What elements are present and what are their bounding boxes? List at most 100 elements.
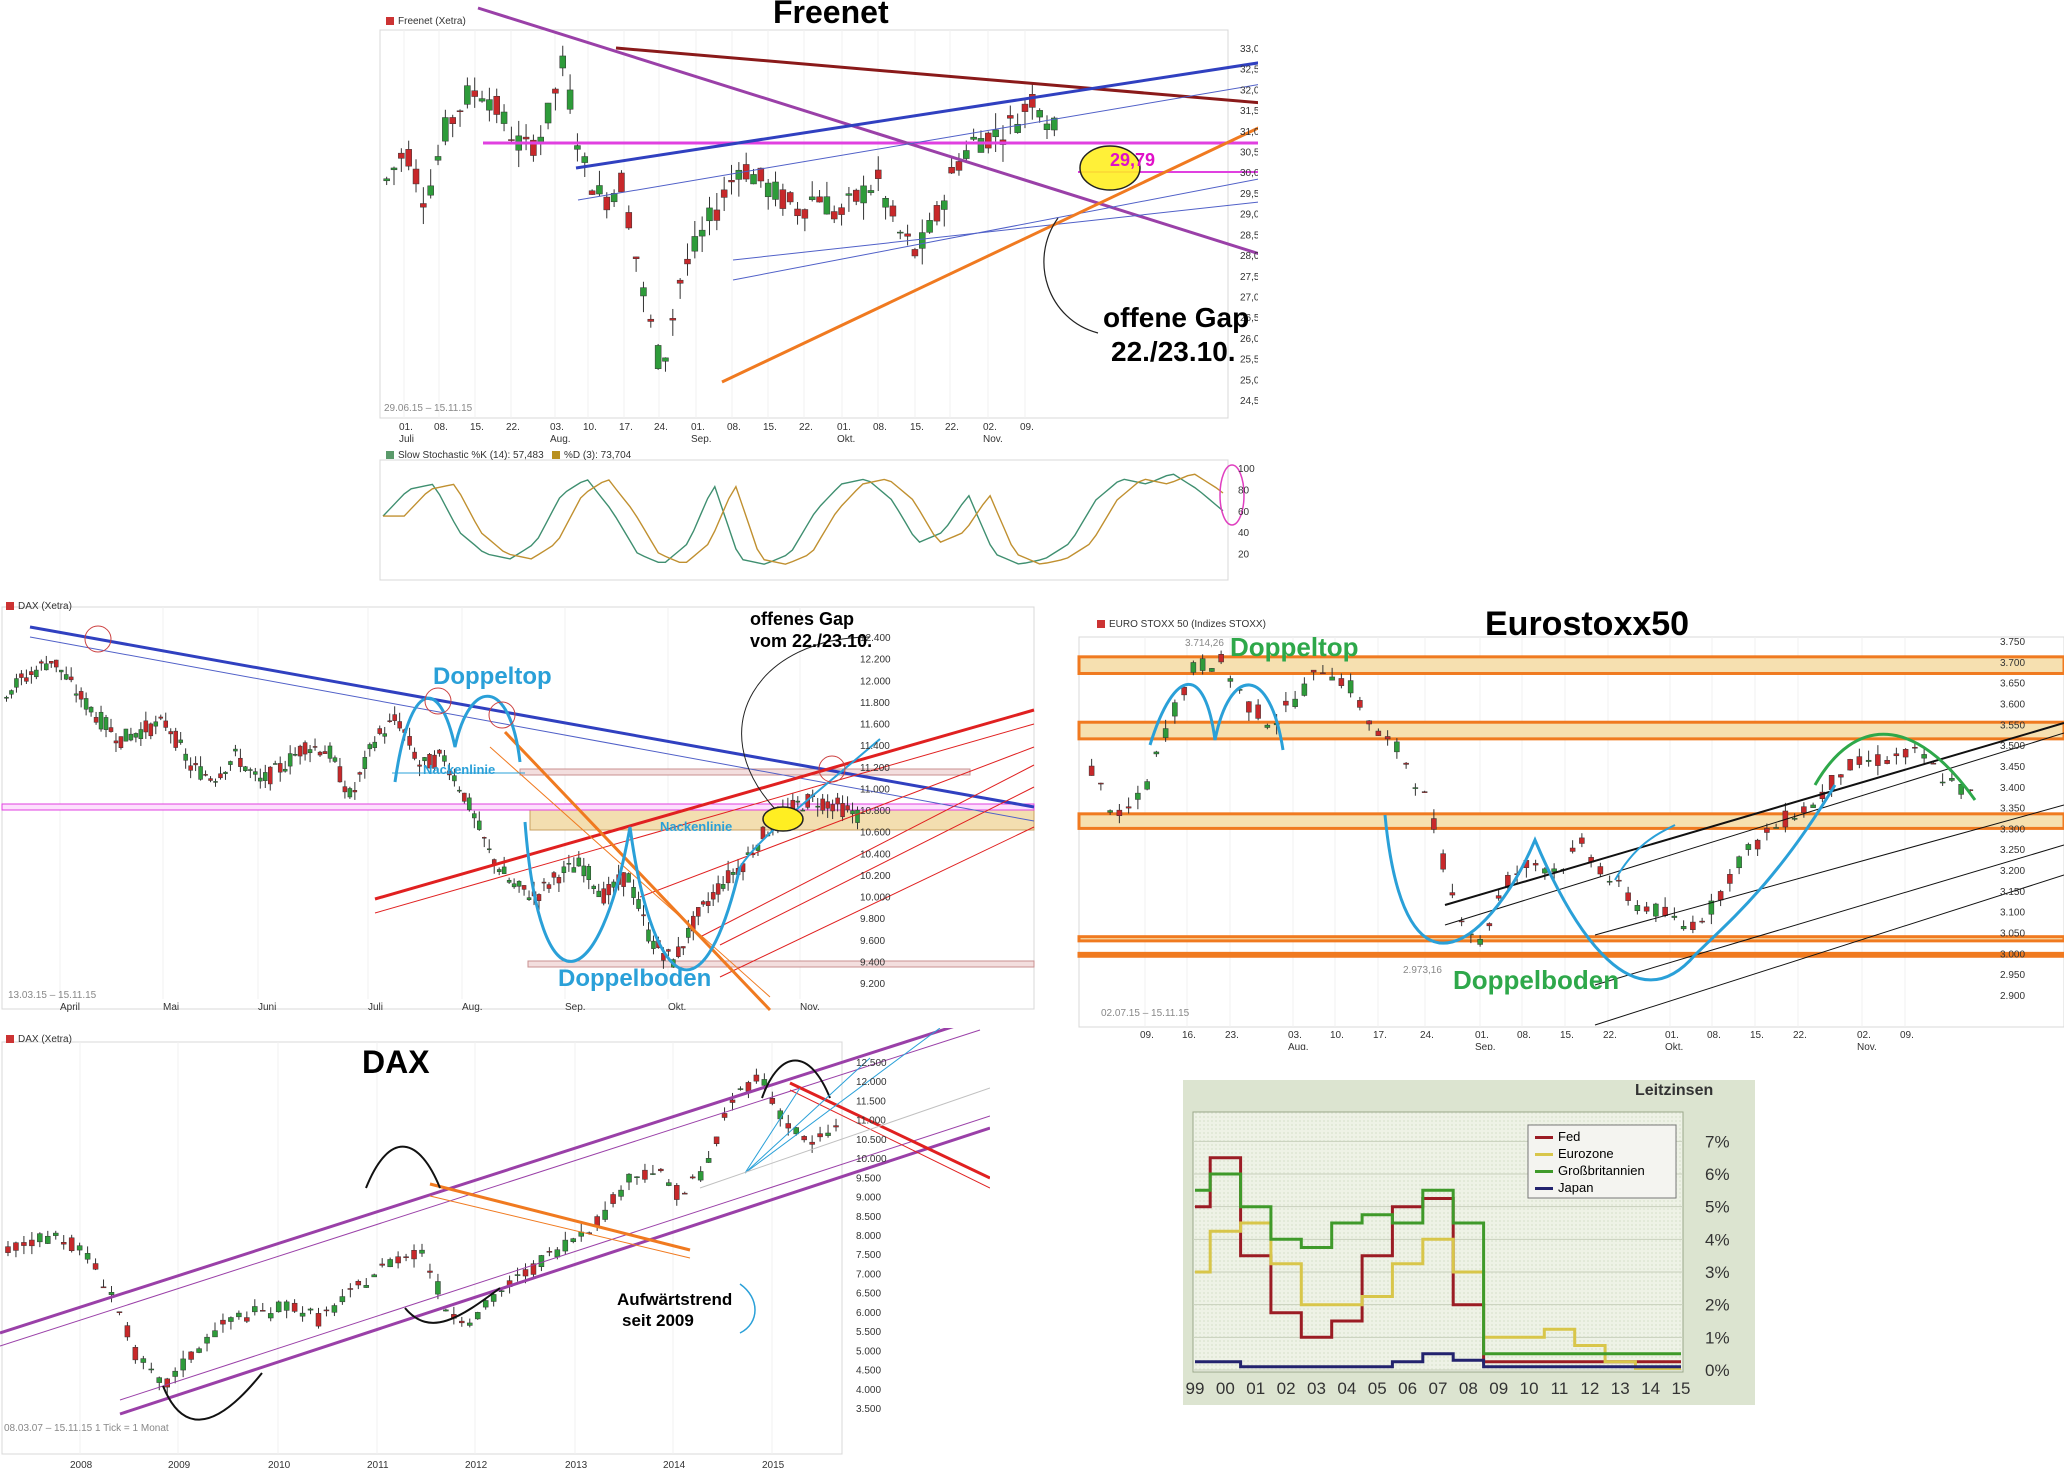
dax-daily-candle	[248, 769, 253, 771]
leitzinsen-x-tick: 10	[1520, 1379, 1539, 1398]
freenet-candle	[757, 167, 765, 182]
dax-monthly-candle	[124, 1325, 131, 1338]
freenet-candle	[596, 185, 603, 195]
freenet-candle	[698, 229, 706, 237]
dax-daily-candle	[108, 727, 114, 732]
dax-daily-candle	[357, 772, 363, 775]
freenet-candle	[1036, 110, 1043, 118]
dax-daily-candle	[621, 872, 626, 887]
dax-daily-candle	[39, 661, 44, 664]
dax-daily-candle	[103, 717, 109, 730]
dax-monthly-lower-channel-2	[119, 1115, 990, 1401]
dax-daily-candle	[193, 763, 198, 766]
dax-monthly-orange-line	[429, 1182, 691, 1252]
dax-daily-candle	[277, 763, 283, 773]
dax-daily-month-label: Juli	[368, 1002, 383, 1013]
eurostoxx-y-tick: 3.500	[2000, 741, 2025, 752]
leitzinsen-line-japan	[1195, 1352, 1681, 1369]
eurostoxx-y-tick: 3.400	[2000, 783, 2025, 794]
dax-daily-gap-line1: offenes Gap	[750, 609, 855, 629]
freenet-candle	[830, 211, 838, 220]
stoch-tick: 60	[1238, 507, 1250, 518]
eurostoxx-month-label: Nov.	[1857, 1042, 1877, 1050]
dax-monthly-upper-channel	[0, 1028, 954, 1335]
dax-monthly-y-tick: 5.000	[856, 1346, 881, 1357]
leitzinsen-x-tick: 14	[1641, 1379, 1660, 1398]
dax-daily-candle	[128, 733, 134, 741]
freenet-y-tick: 33,0	[1240, 44, 1258, 55]
dax-daily-candle	[337, 766, 343, 783]
dax-daily-candle	[372, 741, 378, 748]
eurostoxx-candle	[1384, 736, 1391, 740]
dax-daily-candle	[855, 809, 860, 823]
dax-monthly-candle	[355, 1280, 362, 1286]
dax-monthly-red-downtrend	[789, 1081, 990, 1180]
dax-monthly-candle	[626, 1173, 632, 1183]
dax-daily-candle	[238, 757, 243, 767]
leitzinsen-y-tick: 6%	[1705, 1165, 1730, 1184]
freenet-y-tick: 31,5	[1240, 106, 1258, 117]
dax-monthly-candle	[833, 1125, 839, 1128]
eurostoxx-candle	[1754, 839, 1761, 850]
eurostoxx-candle	[1116, 809, 1123, 816]
dax-monthly-candle	[307, 1308, 314, 1311]
freenet-gap-ellipse	[1079, 145, 1141, 191]
dax-daily-candle	[795, 800, 801, 803]
eurostoxx-candle	[1495, 895, 1502, 899]
eurostoxx-candle	[1865, 759, 1872, 762]
dax-daily-orange-down-2	[489, 746, 771, 998]
dax-monthly-candle	[443, 1309, 449, 1312]
freenet-candle	[955, 161, 963, 171]
dax-daily-candle	[73, 693, 79, 696]
dax-daily-candle	[352, 790, 358, 793]
freenet-candle	[662, 357, 669, 362]
dax-daily-candle	[223, 771, 228, 774]
dax-monthly-candle	[554, 1249, 561, 1258]
dax-monthly-candle	[395, 1256, 401, 1264]
dax-monthly-candle	[283, 1301, 290, 1311]
dax-daily-high-band	[519, 768, 971, 776]
dax-monthly-candle	[164, 1378, 170, 1388]
leitzinsen-x-tick: 15	[1672, 1379, 1691, 1398]
dax-monthly-candle	[403, 1256, 409, 1258]
dax-daily-candle	[158, 716, 164, 719]
dax-daily-candle	[287, 753, 293, 767]
dax-monthly-candle	[634, 1176, 640, 1178]
freenet-candle	[618, 172, 625, 193]
eurostoxx-x-tick: 17.	[1373, 1030, 1387, 1041]
freenet-candle	[471, 90, 478, 97]
dax-monthly-upper-channel-2	[0, 1029, 981, 1347]
dax-monthly-candle	[220, 1319, 226, 1325]
dax-monthly-candle	[570, 1238, 577, 1243]
dax-monthly-header-text: DAX (Xetra)	[18, 1034, 72, 1045]
leitzinsen-line-eurozone	[1195, 1221, 1681, 1370]
freenet-x-tick: 08.	[727, 422, 741, 433]
leitzinsen-legend-label: Fed	[1558, 1129, 1581, 1144]
dax-daily-candle	[382, 733, 387, 737]
dax-daily-month-label: Mai	[163, 1002, 179, 1013]
eurostoxx-candle	[1616, 879, 1622, 882]
eurostoxx-candle	[1125, 806, 1132, 809]
dax-monthly-y-tick: 11.000	[856, 1116, 886, 1127]
eurostoxx-band-1	[1077, 720, 2064, 741]
eurostoxx-high-label: 3.714,26	[1185, 638, 1224, 649]
dax-monthly-x-tick: 2013	[565, 1460, 588, 1471]
dax-daily-candle	[302, 742, 308, 755]
eurostoxx-x-tick: 02.	[1857, 1030, 1871, 1041]
freenet-candle	[713, 209, 721, 221]
freenet-candle	[383, 178, 390, 182]
eurostoxx-range: 02.07.15 – 15.11.15	[1101, 1008, 1190, 1019]
stoch-tick: 40	[1238, 528, 1250, 539]
eurostoxx-candle	[1098, 782, 1104, 785]
eurostoxx-candle	[1181, 686, 1187, 696]
dax-monthly-candle	[132, 1347, 139, 1361]
dax-daily-candle	[292, 753, 298, 756]
dax-monthly-candle	[427, 1270, 433, 1273]
freenet-y-tick: 32,0	[1240, 85, 1258, 96]
eurostoxx-black-channel-2	[1594, 874, 2064, 1026]
eurostoxx-candle	[1856, 756, 1863, 765]
dax-daily-candle	[4, 696, 9, 699]
dax-monthly-candle	[339, 1296, 346, 1303]
eurostoxx-candle	[1949, 778, 1955, 781]
leitzinsen-title: Leitzinsen	[1635, 1082, 1714, 1099]
